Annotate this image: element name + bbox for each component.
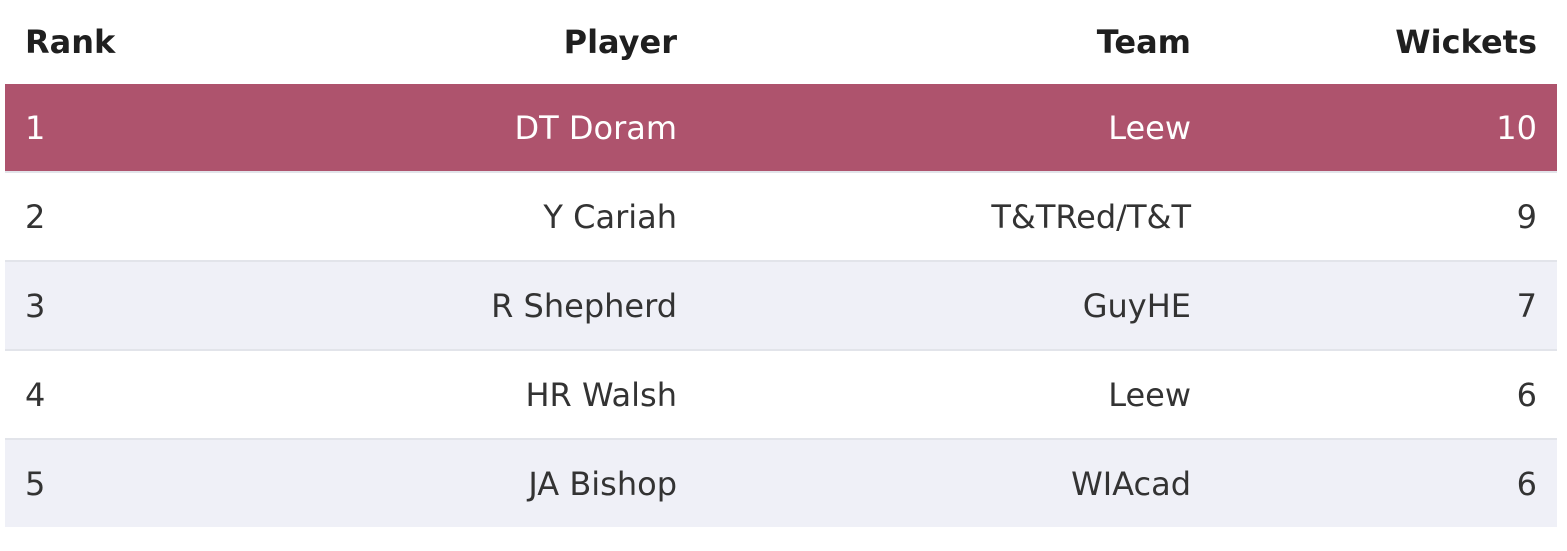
table-row: 4 HR Walsh Leew 6	[5, 350, 1557, 439]
player-cell: DT Doram	[225, 84, 677, 172]
team-cell: GuyHE	[677, 261, 1191, 350]
header-team: Team	[1096, 23, 1191, 61]
rank-cell: 2	[5, 172, 225, 261]
table-row: 1 DT Doram Leew 10	[5, 84, 1557, 172]
wickets-cell: 9	[1191, 172, 1557, 261]
rank-cell: 4	[5, 350, 225, 439]
wickets-cell: 10	[1191, 84, 1557, 172]
wickets-cell: 7	[1191, 261, 1557, 350]
wickets-leaderboard: Rank Player Team Wickets 1 DT Doram Leew…	[5, 0, 1557, 527]
player-cell: HR Walsh	[225, 350, 677, 439]
rank-cell: 1	[5, 84, 225, 172]
player-cell: JA Bishop	[225, 439, 677, 527]
header-row: Rank Player Team Wickets	[5, 0, 1557, 84]
team-cell: Leew	[677, 84, 1191, 172]
team-cell: WIAcad	[677, 439, 1191, 527]
table-row: 2 Y Cariah T&TRed/T&T 9	[5, 172, 1557, 261]
rank-cell: 5	[5, 439, 225, 527]
table-row: 5 JA Bishop WIAcad 6	[5, 439, 1557, 527]
team-cell: Leew	[677, 350, 1191, 439]
leaderboard-table: Rank Player Team Wickets 1 DT Doram Leew…	[5, 0, 1557, 527]
header-rank: Rank	[25, 23, 116, 61]
player-cell: R Shepherd	[225, 261, 677, 350]
wickets-cell: 6	[1191, 350, 1557, 439]
table-header: Rank Player Team Wickets	[5, 0, 1557, 84]
team-cell: T&TRed/T&T	[677, 172, 1191, 261]
rank-cell: 3	[5, 261, 225, 350]
header-player: Player	[563, 23, 677, 61]
wickets-cell: 6	[1191, 439, 1557, 527]
player-cell: Y Cariah	[225, 172, 677, 261]
header-wickets: Wickets	[1395, 23, 1537, 61]
table-row: 3 R Shepherd GuyHE 7	[5, 261, 1557, 350]
table-body: 1 DT Doram Leew 10 2 Y Cariah T&TRed/T&T…	[5, 84, 1557, 527]
